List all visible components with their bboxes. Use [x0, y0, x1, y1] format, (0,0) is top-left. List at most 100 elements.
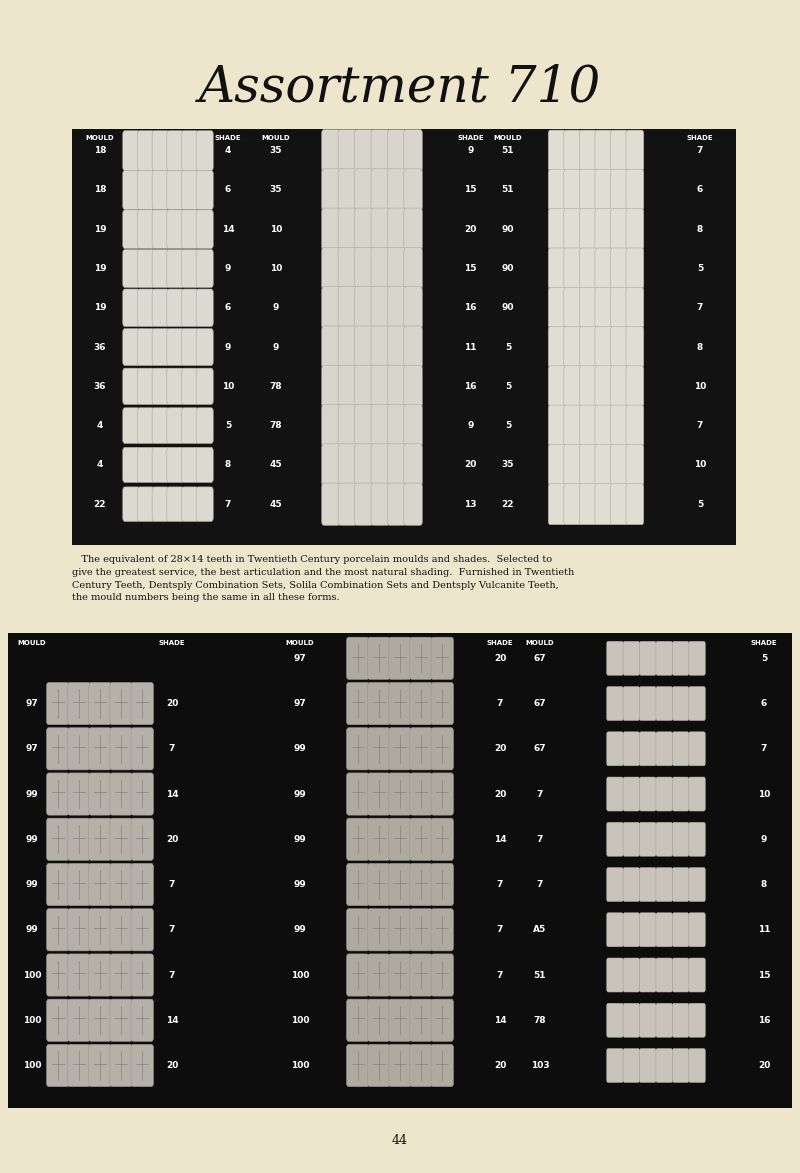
FancyBboxPatch shape — [182, 487, 198, 522]
FancyBboxPatch shape — [389, 999, 411, 1042]
FancyBboxPatch shape — [322, 208, 340, 250]
FancyBboxPatch shape — [371, 286, 390, 328]
FancyBboxPatch shape — [354, 405, 373, 447]
Text: 5: 5 — [225, 421, 231, 430]
Text: 36: 36 — [94, 343, 106, 352]
FancyBboxPatch shape — [389, 773, 411, 815]
FancyBboxPatch shape — [626, 169, 644, 210]
FancyBboxPatch shape — [68, 863, 90, 906]
FancyBboxPatch shape — [182, 210, 198, 249]
FancyBboxPatch shape — [689, 642, 706, 676]
FancyBboxPatch shape — [689, 777, 706, 811]
FancyBboxPatch shape — [579, 326, 597, 367]
FancyBboxPatch shape — [389, 954, 411, 996]
FancyBboxPatch shape — [548, 326, 566, 367]
FancyBboxPatch shape — [368, 863, 390, 906]
Text: 20: 20 — [166, 1062, 178, 1070]
Text: MOULD: MOULD — [286, 640, 314, 646]
Text: 97: 97 — [26, 745, 38, 753]
FancyBboxPatch shape — [389, 819, 411, 861]
FancyBboxPatch shape — [68, 773, 90, 815]
FancyBboxPatch shape — [579, 366, 597, 407]
FancyBboxPatch shape — [431, 727, 454, 769]
Text: 7: 7 — [497, 880, 503, 889]
Text: 10: 10 — [694, 461, 706, 469]
FancyBboxPatch shape — [131, 819, 154, 861]
FancyBboxPatch shape — [404, 248, 422, 290]
FancyBboxPatch shape — [368, 999, 390, 1042]
FancyBboxPatch shape — [131, 954, 154, 996]
FancyBboxPatch shape — [639, 732, 656, 766]
FancyBboxPatch shape — [606, 1003, 623, 1037]
FancyBboxPatch shape — [548, 445, 566, 486]
Text: 9: 9 — [225, 343, 231, 352]
FancyBboxPatch shape — [672, 913, 689, 947]
FancyBboxPatch shape — [131, 683, 154, 725]
FancyBboxPatch shape — [579, 209, 597, 250]
FancyBboxPatch shape — [346, 819, 369, 861]
FancyBboxPatch shape — [595, 445, 613, 486]
FancyBboxPatch shape — [689, 913, 706, 947]
FancyBboxPatch shape — [656, 822, 673, 856]
FancyBboxPatch shape — [368, 637, 390, 679]
FancyBboxPatch shape — [368, 683, 390, 725]
FancyBboxPatch shape — [404, 286, 422, 328]
FancyBboxPatch shape — [623, 686, 640, 720]
FancyBboxPatch shape — [610, 483, 628, 524]
Text: 19: 19 — [94, 264, 106, 273]
FancyBboxPatch shape — [167, 487, 184, 522]
FancyBboxPatch shape — [322, 405, 340, 447]
FancyBboxPatch shape — [182, 408, 198, 443]
Text: 99: 99 — [26, 880, 38, 889]
FancyBboxPatch shape — [389, 727, 411, 769]
FancyBboxPatch shape — [167, 408, 184, 443]
FancyBboxPatch shape — [322, 248, 340, 290]
FancyBboxPatch shape — [138, 487, 154, 522]
Text: 97: 97 — [294, 699, 306, 708]
FancyBboxPatch shape — [152, 210, 169, 249]
FancyBboxPatch shape — [548, 130, 566, 171]
FancyBboxPatch shape — [639, 822, 656, 856]
Text: 7: 7 — [169, 880, 175, 889]
FancyBboxPatch shape — [672, 686, 689, 720]
FancyBboxPatch shape — [639, 642, 656, 676]
FancyBboxPatch shape — [68, 683, 90, 725]
FancyBboxPatch shape — [368, 773, 390, 815]
FancyBboxPatch shape — [410, 637, 432, 679]
FancyBboxPatch shape — [196, 250, 214, 287]
FancyBboxPatch shape — [672, 868, 689, 902]
Text: 6: 6 — [225, 185, 231, 195]
FancyBboxPatch shape — [368, 819, 390, 861]
FancyBboxPatch shape — [167, 210, 184, 249]
FancyBboxPatch shape — [431, 999, 454, 1042]
FancyBboxPatch shape — [672, 822, 689, 856]
FancyBboxPatch shape — [354, 326, 373, 368]
FancyBboxPatch shape — [122, 289, 140, 326]
FancyBboxPatch shape — [338, 129, 357, 171]
FancyBboxPatch shape — [346, 954, 369, 996]
FancyBboxPatch shape — [368, 909, 390, 951]
Text: 67: 67 — [534, 745, 546, 753]
Text: 15: 15 — [464, 264, 477, 273]
Text: 9: 9 — [225, 264, 231, 273]
Text: 7: 7 — [697, 147, 703, 155]
FancyBboxPatch shape — [595, 209, 613, 250]
FancyBboxPatch shape — [656, 1003, 673, 1037]
Text: 11: 11 — [464, 343, 477, 352]
FancyBboxPatch shape — [131, 727, 154, 769]
FancyBboxPatch shape — [338, 286, 357, 328]
FancyBboxPatch shape — [152, 170, 169, 210]
FancyBboxPatch shape — [110, 773, 132, 815]
Text: 103: 103 — [530, 1062, 550, 1070]
FancyBboxPatch shape — [610, 326, 628, 367]
FancyBboxPatch shape — [196, 408, 214, 443]
Text: 99: 99 — [294, 789, 306, 799]
FancyBboxPatch shape — [110, 999, 132, 1042]
FancyBboxPatch shape — [431, 637, 454, 679]
Text: 100: 100 — [290, 970, 310, 979]
FancyBboxPatch shape — [410, 773, 432, 815]
FancyBboxPatch shape — [639, 686, 656, 720]
FancyBboxPatch shape — [626, 209, 644, 250]
FancyBboxPatch shape — [595, 483, 613, 524]
Text: 97: 97 — [294, 653, 306, 663]
